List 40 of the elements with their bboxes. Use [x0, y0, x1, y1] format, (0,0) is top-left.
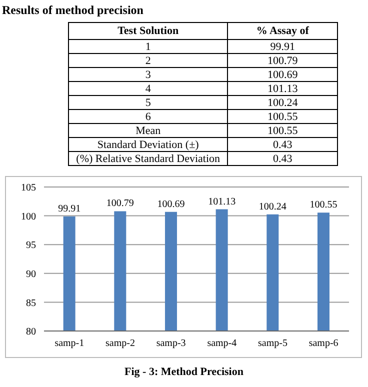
text: % Assay of [228, 22, 338, 40]
data-label: 99.91 [58, 203, 81, 214]
x-tick-label: samp-4 [207, 338, 237, 350]
text: 3 [68, 68, 228, 82]
text: 100.24 [228, 96, 338, 110]
chart-title: Results of method precision [2, 3, 144, 18]
x-tick-label: samp-6 [308, 338, 338, 350]
text: 6 [68, 110, 228, 124]
text: Standard Deviation (±) [68, 138, 228, 152]
data-label: 100.24 [258, 201, 286, 212]
text: 100.55 [228, 110, 338, 124]
text: 100.55 [228, 124, 338, 138]
data-label: 100.69 [157, 198, 185, 210]
data-label: 101.13 [208, 196, 236, 208]
text: 1 [68, 40, 228, 54]
y-tick-label: 85 [26, 298, 36, 309]
text: 4 [68, 82, 228, 96]
y-tick-label: 105 [21, 182, 36, 194]
text: 0.43 [228, 138, 338, 152]
y-tick-label: 90 [26, 268, 36, 280]
text: 0.43 [228, 152, 338, 166]
text: 100.79 [228, 54, 338, 68]
text: 101.13 [228, 82, 338, 96]
data-label: 100.55 [310, 200, 338, 211]
x-tick-label: samp-1 [54, 338, 84, 350]
y-tick-label: 95 [26, 240, 36, 252]
text: 2 [68, 54, 228, 68]
x-tick-label: samp-3 [156, 338, 186, 350]
text: 99.91 [228, 40, 338, 54]
text: Mean [68, 124, 228, 138]
text: (%) Relative Standard Deviation [68, 152, 228, 166]
y-tick-label: 100 [21, 211, 36, 222]
x-tick-label: samp-5 [258, 338, 288, 350]
y-tick-label: 80 [26, 326, 36, 338]
text: Fig - 3: Method Precision [124, 366, 244, 378]
data-label: 100.79 [106, 198, 134, 210]
x-tick-label: samp-2 [106, 338, 135, 350]
text: Test Solution [68, 22, 228, 40]
text: 100.69 [228, 68, 338, 82]
text: 5 [68, 96, 228, 110]
